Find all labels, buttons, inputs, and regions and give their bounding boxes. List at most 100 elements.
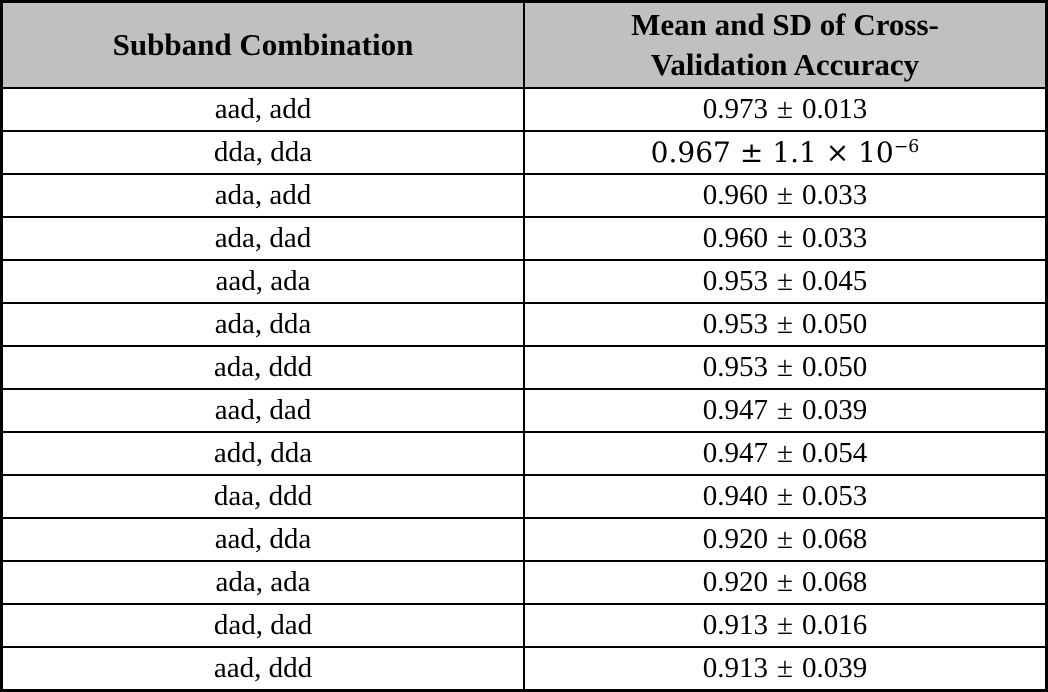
accuracy-mean-value: 0.920 xyxy=(702,523,769,555)
accuracy-sd-value: 0.039 xyxy=(801,652,868,684)
accuracy-mean-value: 0.953 xyxy=(702,308,769,340)
accuracy-mean-value: 0.960 xyxy=(702,179,769,211)
subband-combination-cell: dda, dda xyxy=(0,130,525,175)
accuracy-cell: 0.920 ±0.068 xyxy=(523,560,1048,605)
table-row: aad, ada 0.953 ±0.045 xyxy=(0,259,1048,304)
table-row: ada, dda 0.953 ±0.050 xyxy=(0,302,1048,347)
accuracy-cell: 0.953 ±0.050 xyxy=(523,345,1048,390)
accuracy-sd-value: 0.033 xyxy=(801,179,868,211)
accuracy-mean-value: 0.913 xyxy=(702,609,769,641)
accuracy-sd-value: 0.045 xyxy=(801,265,868,297)
accuracy-sd-value: 0.053 xyxy=(801,480,868,512)
table-row: aad, ddd 0.913 ±0.039 xyxy=(0,646,1048,692)
subband-combination-cell: add, dda xyxy=(0,431,525,476)
accuracy-cell: 0.960 ±0.033 xyxy=(523,173,1048,218)
accuracy-sd-value: 0.068 xyxy=(801,523,868,555)
plus-minus-sign: ± xyxy=(777,609,793,641)
table-row: ada, dad 0.960 ±0.033 xyxy=(0,216,1048,261)
subband-combination-value: aad, dad xyxy=(214,394,312,426)
table-row: dad, dad 0.913 ±0.016 xyxy=(0,603,1048,648)
accuracy-sd-value: 0.016 xyxy=(801,609,868,641)
accuracy-mean-value: 0.947 xyxy=(702,437,769,469)
subband-combination-cell: aad, add xyxy=(0,87,525,132)
accuracy-mean-value: 0.940 xyxy=(702,480,769,512)
subband-combination-value: ada, dda xyxy=(214,308,312,340)
accuracy-sd-value: 0.068 xyxy=(801,566,868,598)
subband-combination-cell: aad, ada xyxy=(0,259,525,304)
column-header-accuracy: Mean and SD of Cross- Validation Accurac… xyxy=(523,0,1048,89)
subband-combination-cell: ada, ddd xyxy=(0,345,525,390)
table-row: aad, dad 0.947 ±0.039 xyxy=(0,388,1048,433)
accuracy-sd-value: 0.050 xyxy=(801,351,868,383)
column-header-label: Subband Combination xyxy=(112,27,414,63)
accuracy-mean-value: 0.920 xyxy=(702,566,769,598)
column-header-subband-combination: Subband Combination xyxy=(0,0,525,89)
accuracy-cell: 0.940 ±0.053 xyxy=(523,474,1048,519)
accuracy-mean-value: 0.953 xyxy=(702,351,769,383)
subband-combination-value: ada, add xyxy=(214,179,312,211)
subband-combination-value: aad, add xyxy=(214,93,312,125)
accuracy-mean-value: 0.973 xyxy=(702,93,769,125)
column-header-label-line2: Validation Accuracy xyxy=(650,47,920,82)
plus-minus-sign: ± xyxy=(739,135,764,169)
accuracy-cell: 0.920 ±0.068 xyxy=(523,517,1048,562)
table-row: aad, dda 0.920 ±0.068 xyxy=(0,517,1048,562)
table-row: daa, ddd 0.940 ±0.053 xyxy=(0,474,1048,519)
plus-minus-sign: ± xyxy=(777,222,793,254)
accuracy-cell: 0.973 ±0.013 xyxy=(523,87,1048,132)
accuracy-cell: 0.913 ±0.039 xyxy=(523,646,1048,692)
accuracy-cell: 0.967 ±1.1 × 10−6 xyxy=(523,130,1048,175)
header-row: Subband Combination Mean and SD of Cross… xyxy=(0,0,1048,89)
accuracy-cell: 0.953 ±0.050 xyxy=(523,302,1048,347)
subband-combination-value: dad, dad xyxy=(213,609,313,641)
subband-combination-value: aad, ada xyxy=(215,265,311,297)
accuracy-sd-exponent: −6 xyxy=(893,136,920,157)
accuracy-sd-value: 0.033 xyxy=(801,222,868,254)
accuracy-mean-value: 0.913 xyxy=(702,652,769,684)
plus-minus-sign: ± xyxy=(777,394,793,426)
accuracy-sd-value: 0.054 xyxy=(801,437,868,469)
accuracy-cell: 0.913 ±0.016 xyxy=(523,603,1048,648)
table-body: aad, add 0.973 ±0.013 dda, dda 0.967 ±1.1 … xyxy=(0,87,1048,692)
subband-combination-value: ada, dad xyxy=(214,222,312,254)
subband-combination-value: ada, ada xyxy=(215,566,311,598)
subband-combination-cell: aad, dad xyxy=(0,388,525,433)
subband-combination-cell: aad, dda xyxy=(0,517,525,562)
subband-combination-value: aad, ddd xyxy=(213,652,313,684)
table-row: ada, ada 0.920 ±0.068 xyxy=(0,560,1048,605)
accuracy-mean-value: 0.953 xyxy=(702,265,769,297)
accuracy-cell: 0.960 ±0.033 xyxy=(523,216,1048,261)
plus-minus-sign: ± xyxy=(777,566,793,598)
accuracy-mean-value: 0.960 xyxy=(702,222,769,254)
table-row: aad, add 0.973 ±0.013 xyxy=(0,87,1048,132)
plus-minus-sign: ± xyxy=(777,308,793,340)
subband-combination-value: dda, dda xyxy=(213,136,313,168)
subband-combination-cell: ada, ada xyxy=(0,560,525,605)
subband-combination-cell: ada, add xyxy=(0,173,525,218)
subband-combination-value: aad, dda xyxy=(214,523,312,555)
accuracy-mean-value: 0.947 xyxy=(702,394,769,426)
subband-combination-value: add, dda xyxy=(213,437,313,469)
subband-combination-value: daa, ddd xyxy=(213,480,313,512)
plus-minus-sign: ± xyxy=(777,351,793,383)
plus-minus-sign: ± xyxy=(777,265,793,297)
accuracy-cell: 0.953 ±0.045 xyxy=(523,259,1048,304)
column-header-label-line1: Mean and SD of Cross- xyxy=(631,7,939,43)
table-row: dda, dda 0.967 ±1.1 × 10−6 xyxy=(0,130,1048,175)
accuracy-sd-value: 0.013 xyxy=(801,93,868,125)
accuracy-mean-value: 0.967 xyxy=(650,135,731,169)
subband-combination-cell: ada, dda xyxy=(0,302,525,347)
table-row: ada, add 0.960 ±0.033 xyxy=(0,173,1048,218)
table-header: Subband Combination Mean and SD of Cross… xyxy=(0,0,1048,89)
accuracy-cell: 0.947 ±0.054 xyxy=(523,431,1048,476)
subband-combination-cell: ada, dad xyxy=(0,216,525,261)
subband-combination-cell: dad, dad xyxy=(0,603,525,648)
accuracy-cell: 0.947 ±0.039 xyxy=(523,388,1048,433)
subband-combination-cell: aad, ddd xyxy=(0,646,525,692)
table-row: add, dda 0.947 ±0.054 xyxy=(0,431,1048,476)
plus-minus-sign: ± xyxy=(777,93,793,125)
accuracy-sd-value: 0.050 xyxy=(801,308,868,340)
accuracy-sd-value: 0.039 xyxy=(801,394,868,426)
